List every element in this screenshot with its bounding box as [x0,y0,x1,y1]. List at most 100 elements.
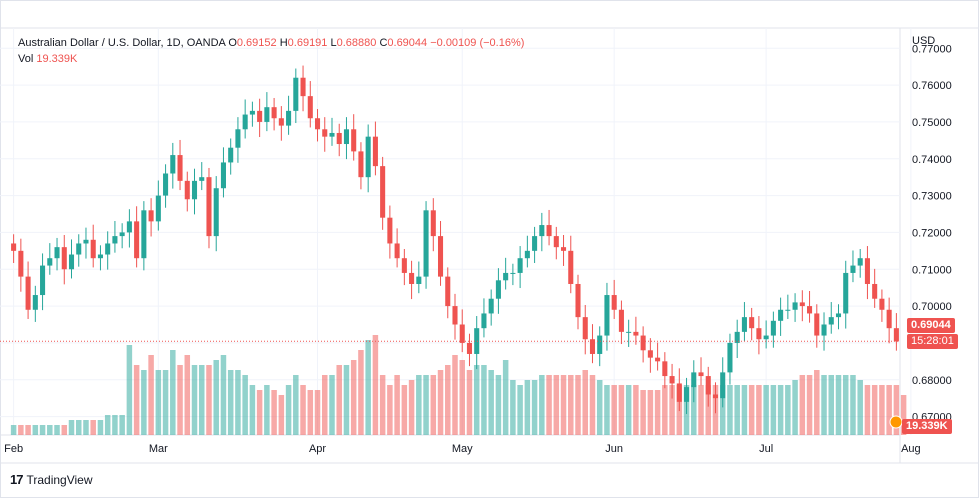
candle-body [561,247,567,251]
volume-bar [871,385,878,435]
volume-bar [97,420,104,435]
candle-body [857,258,863,266]
candle-body [727,342,733,373]
y-tick-label: 0.68000 [912,375,952,387]
volume-bar [531,380,538,435]
candle-body [430,210,436,237]
candle-body [18,250,24,277]
candle-body [807,306,813,314]
candle-body [372,136,378,167]
x-tick-label: Apr [309,443,326,455]
volume-bar [220,355,227,435]
candle-body [539,225,545,237]
candle-body [90,239,96,259]
candle-body [47,258,53,266]
candle-body [380,166,386,218]
volume-bar [437,370,444,435]
candle-body [611,295,617,310]
y-tick-label: 0.71000 [912,264,952,276]
candle-body [177,155,183,181]
y-tick-label: 0.75000 [912,117,952,129]
volume-bar [18,425,24,435]
volume-bar [698,385,704,435]
volume-bar [799,375,806,435]
tradingview-logo[interactable]: 17 TradingView [10,472,93,487]
volume-bar [792,380,798,435]
candle-body [416,276,422,284]
candle-body [134,221,140,259]
candle-body [213,188,219,237]
candle-body [828,317,834,325]
volume-bar [741,385,748,435]
candle-body [741,317,747,332]
volume-bar [604,385,610,435]
symbol-title[interactable]: Australian Dollar / U.S. Dollar, 1D, OAN… [18,37,226,49]
currency-label[interactable]: USD [912,35,936,47]
volume-bar [589,375,596,435]
candle-body [886,309,892,329]
volume-bar [466,370,473,435]
candle-body [40,265,46,296]
volume-bar [900,395,907,435]
volume-bar [141,370,147,435]
volume-bar [401,385,408,435]
volume-bar [842,375,849,435]
candle-body [423,210,429,277]
candle-body [691,372,697,388]
candle-body [126,221,132,233]
volume-bar [198,365,205,435]
candle-body [141,210,147,259]
volume-bar [691,385,697,435]
countdown-badge: 15:28:01 [907,334,958,349]
candle-body [365,136,371,178]
volume-bar [170,350,176,435]
volume-bar [235,370,241,435]
candle-body [712,394,719,399]
candle-body [835,313,842,318]
volume-bar [206,365,212,435]
volume-bar [213,360,219,435]
volume-bar [864,385,871,435]
branding-text: TradingView [26,472,93,487]
volume-bar [734,385,740,435]
volume-bar [806,375,813,435]
volume-bar [10,425,17,435]
volume-bar [358,350,364,435]
volume-bar [177,365,183,435]
candle-body [25,276,31,310]
volume-bar [104,415,111,435]
candle-body [235,129,241,148]
volume-bar [314,390,321,435]
candle-body [626,331,632,333]
volume-bar [249,385,256,435]
volume-bar [647,390,654,435]
candle-body [532,236,538,251]
event-marker-icon[interactable] [889,415,903,429]
volume-bar [148,355,154,435]
candle-body [83,239,89,244]
volume-bar [886,385,892,435]
close-value: 0.69044 [387,37,428,49]
candle-body [351,129,357,152]
candle-body [387,217,393,244]
candle-body [756,328,762,340]
candle-body [821,324,827,336]
candle-body [105,243,111,255]
candle-body [553,236,559,248]
volume-bar [828,375,835,435]
candle-body [271,107,277,119]
volume-label: Vol [18,53,34,65]
volume-bar [242,375,248,435]
volume-bar [394,375,400,435]
volume-value: 19.339K [36,53,78,65]
candle-body [640,335,646,351]
candle-body [76,243,82,255]
candle-body [293,77,299,111]
candle-body [249,110,255,115]
candle-body [597,335,603,354]
volume-bar [814,370,820,435]
volume-bar [473,365,480,435]
candle-body [452,306,458,325]
